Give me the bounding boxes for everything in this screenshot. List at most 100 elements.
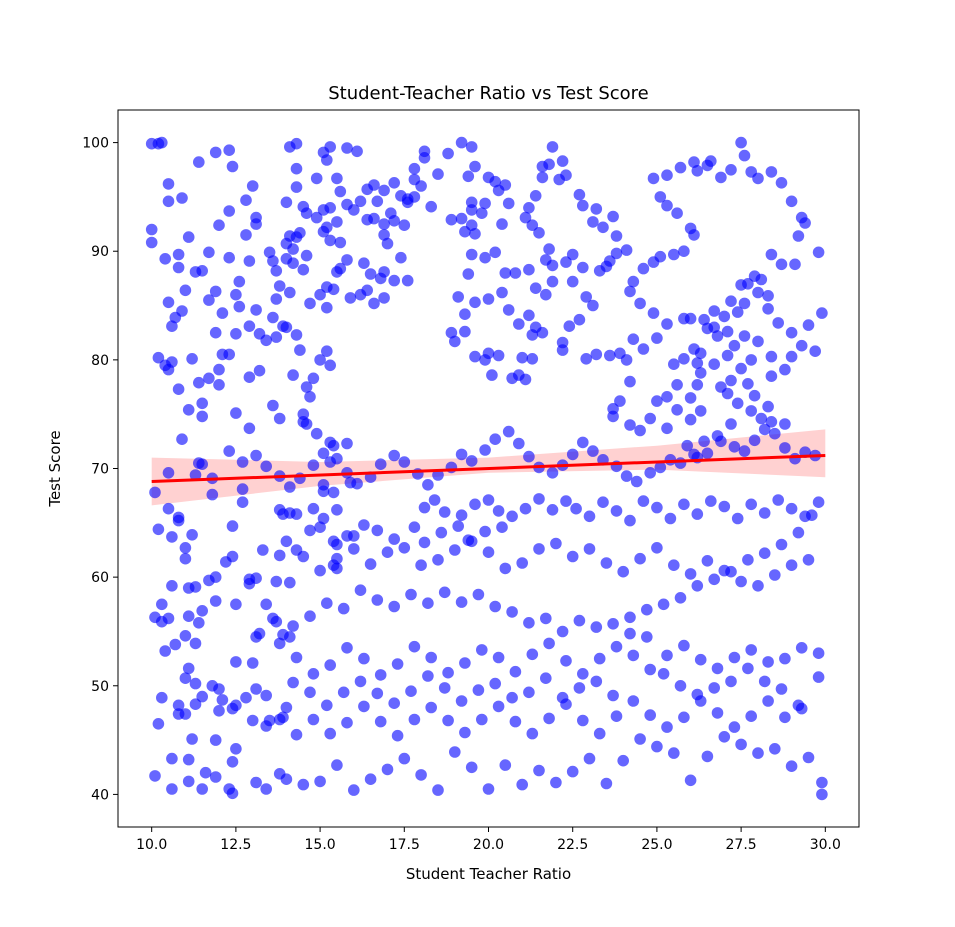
data-point [284,577,296,589]
data-point [695,405,707,417]
data-point [476,644,488,656]
data-point [274,714,286,726]
data-point [708,574,720,586]
data-point [742,663,754,675]
data-point [493,505,505,517]
data-point [516,352,528,364]
data-point [634,298,646,310]
data-point [752,173,764,185]
data-point [223,205,235,217]
data-point [170,639,182,651]
data-point [617,755,629,767]
data-point [584,753,596,765]
data-point [631,476,643,488]
x-tick-label: 30.0 [810,837,841,853]
data-point [388,533,400,545]
data-point [520,503,532,515]
data-point [456,596,468,608]
data-point [557,626,569,638]
data-point [264,247,276,259]
data-point [351,478,363,490]
data-point [513,438,525,450]
data-point [678,353,690,365]
data-point [234,276,246,288]
data-point [210,595,222,607]
data-point [399,456,411,468]
data-point [230,407,242,419]
data-point [685,414,697,426]
data-point [227,551,239,563]
data-point [762,695,774,707]
data-point [287,620,299,632]
data-point [540,613,552,625]
data-point [523,687,535,699]
data-point [574,314,586,326]
data-point [644,709,656,721]
data-point [644,467,656,479]
data-point [271,331,283,343]
data-point [493,652,505,664]
data-point [304,610,316,622]
data-point [388,450,400,462]
data-point [405,589,417,601]
data-point [452,291,464,303]
data-point [173,512,185,524]
data-point [500,179,512,191]
data-point [409,163,421,175]
data-point [628,333,640,345]
data-point [260,690,272,702]
data-point [722,388,734,400]
data-point [183,776,195,788]
data-point [510,666,522,678]
data-point [196,265,208,277]
data-point [429,494,441,506]
data-point [159,645,171,657]
data-point [806,509,818,521]
data-point [628,276,640,288]
data-point [324,141,336,153]
data-point [547,467,559,479]
data-point [540,672,552,684]
data-point [766,249,778,261]
data-point [796,642,808,654]
data-point [250,304,262,316]
data-point [166,753,178,765]
data-point [324,360,336,372]
data-point [432,168,444,180]
data-point [388,601,400,613]
data-point [594,728,606,740]
data-point [331,553,343,565]
data-point [655,251,667,263]
data-point [479,526,491,538]
data-point [372,688,384,700]
data-point [634,733,646,745]
data-point [702,555,714,567]
data-point [668,559,680,571]
data-point [217,307,229,319]
data-point [712,707,724,719]
data-point [675,592,687,604]
y-tick-label: 80 [91,353,109,369]
data-point [244,320,256,332]
data-point [584,543,596,555]
data-point [574,682,586,694]
data-point [742,378,754,390]
data-point [493,701,505,713]
data-point [735,137,747,149]
data-point [661,318,673,330]
data-point [308,459,320,471]
data-point [422,479,434,491]
data-point [577,262,589,274]
data-point [611,505,623,517]
data-point [156,599,168,611]
data-point [543,243,555,255]
data-point [442,148,454,160]
data-point [719,565,731,577]
data-point [409,521,421,533]
data-point [611,230,623,242]
data-point [752,747,764,759]
data-point [287,677,299,689]
data-point [355,289,367,301]
data-point [291,163,303,175]
data-point [594,265,606,277]
